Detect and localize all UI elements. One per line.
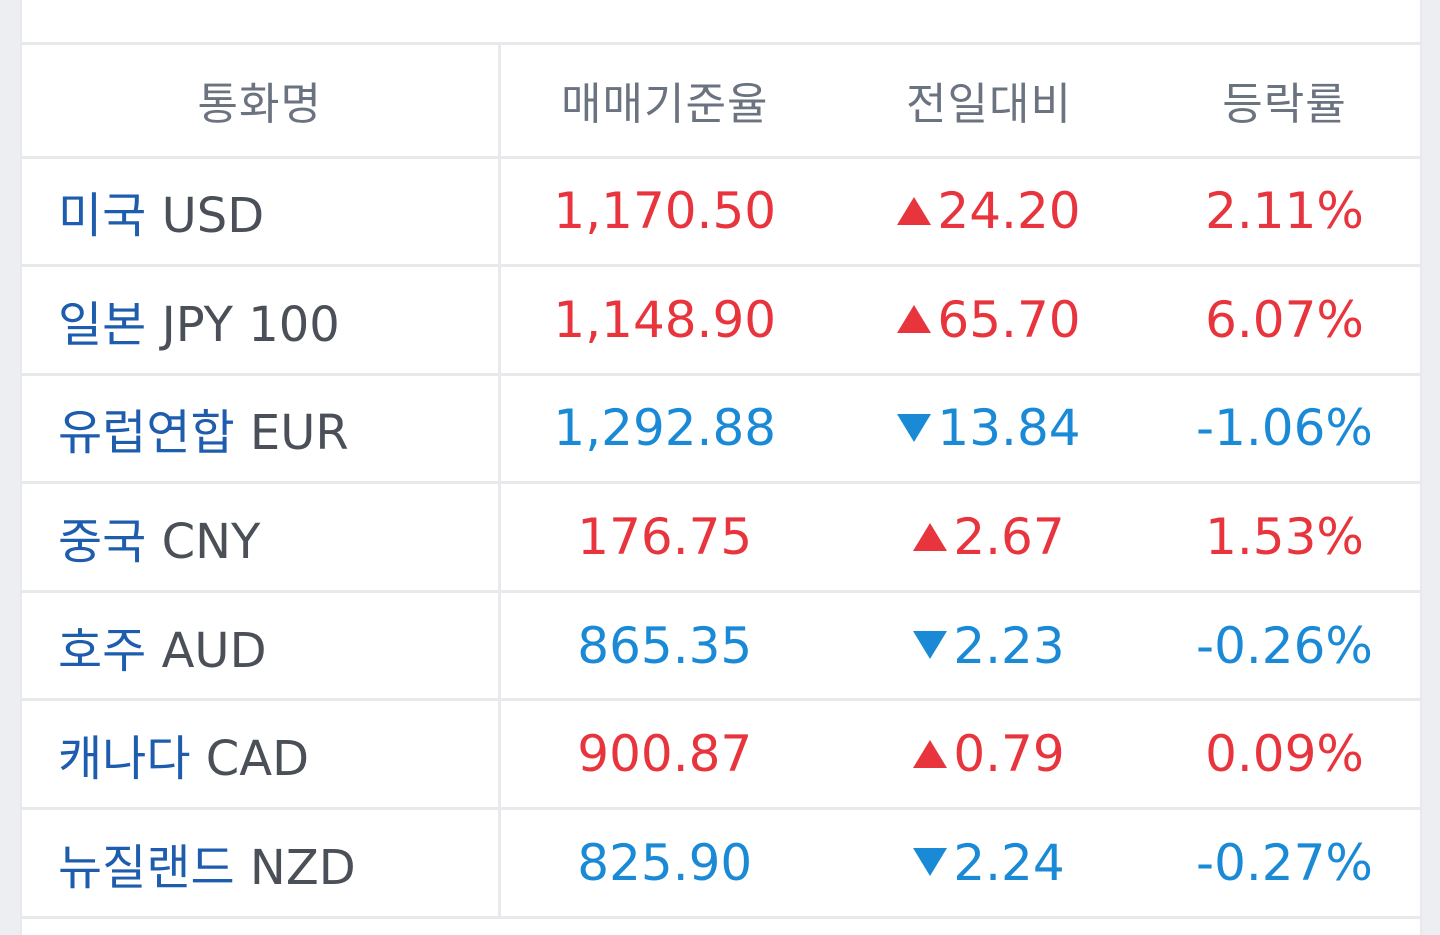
triangle-up-icon bbox=[897, 196, 932, 225]
header-base-rate: 매매기준율 bbox=[499, 45, 829, 159]
currency-name-kr: 캐나다 bbox=[58, 731, 191, 788]
change-cell: 0.79 bbox=[829, 699, 1149, 811]
currency-code: USD bbox=[161, 188, 265, 245]
currency-name-cell[interactable]: 캐나다 CAD bbox=[22, 699, 501, 811]
currency-name-kr: 일본 bbox=[58, 296, 147, 353]
change-value: 24.20 bbox=[937, 182, 1081, 241]
triangle-down-icon bbox=[913, 848, 948, 877]
table-row[interactable]: 미국 USD 1,170.50 24.20 2.11% bbox=[22, 157, 1420, 268]
change-cell: 2.24 bbox=[829, 808, 1149, 919]
currency-name-cell[interactable]: 유럽연합 EUR bbox=[22, 374, 501, 485]
change-value: 13.84 bbox=[937, 399, 1081, 458]
top-strip bbox=[22, 0, 1420, 45]
triangle-up-icon bbox=[897, 305, 932, 334]
table-row[interactable]: 호주 AUD 865.35 2.23 -0.26% bbox=[22, 591, 1420, 702]
change-rate-value: -0.27% bbox=[1149, 808, 1420, 919]
header-change: 전일대비 bbox=[829, 45, 1149, 159]
currency-code: AUD bbox=[161, 622, 267, 679]
change-rate-value: 0.09% bbox=[1149, 699, 1420, 811]
header-change-rate: 등락률 bbox=[1149, 45, 1420, 159]
currency-name-cell[interactable]: 호주 AUD bbox=[22, 591, 501, 702]
base-rate-value: 1,148.90 bbox=[499, 265, 829, 376]
currency-name-kr: 유럽연합 bbox=[58, 405, 235, 462]
base-rate-value: 176.75 bbox=[499, 482, 829, 593]
base-rate-value: 900.87 bbox=[499, 699, 829, 811]
change-rate-value: 1.53% bbox=[1149, 482, 1420, 593]
currency-code: NZD bbox=[249, 839, 356, 896]
triangle-down-icon bbox=[913, 631, 948, 660]
change-rate-value: -0.26% bbox=[1149, 591, 1420, 702]
currency-name-cell[interactable]: 중국 CNY bbox=[22, 482, 501, 593]
change-value: 2.23 bbox=[953, 616, 1065, 675]
currency-name-kr: 뉴질랜드 bbox=[58, 839, 235, 896]
table-row[interactable]: 캐나다 CAD 900.87 0.79 0.09% bbox=[22, 699, 1420, 811]
table-header-row: 통화명 매매기준율 전일대비 등락률 bbox=[22, 45, 1420, 159]
table-row[interactable]: 중국 CNY 176.75 2.67 1.53% bbox=[22, 482, 1420, 593]
header-currency-name: 통화명 bbox=[22, 45, 501, 159]
base-rate-value: 1,170.50 bbox=[499, 157, 829, 268]
currency-name-kr: 미국 bbox=[58, 188, 147, 245]
triangle-up-icon bbox=[913, 522, 948, 551]
base-rate-value: 865.35 bbox=[499, 591, 829, 702]
change-rate-value: 2.11% bbox=[1149, 157, 1420, 268]
change-value: 2.67 bbox=[953, 508, 1065, 567]
change-cell: 2.23 bbox=[829, 591, 1149, 702]
triangle-up-icon bbox=[913, 739, 948, 768]
currency-name-kr: 중국 bbox=[58, 514, 147, 571]
change-value: 0.79 bbox=[953, 725, 1065, 784]
currency-code: CNY bbox=[161, 514, 261, 571]
change-cell: 65.70 bbox=[829, 265, 1149, 376]
change-cell: 13.84 bbox=[829, 374, 1149, 485]
change-cell: 24.20 bbox=[829, 157, 1149, 268]
triangle-down-icon bbox=[897, 413, 932, 442]
exchange-rate-panel: 통화명 매매기준율 전일대비 등락률 미국 USD 1,170.50 24.20 2.… bbox=[20, 0, 1422, 935]
currency-name-kr: 호주 bbox=[58, 622, 147, 679]
table-row[interactable]: 유럽연합 EUR 1,292.88 13.84 -1.06% bbox=[22, 374, 1420, 485]
currency-name-cell[interactable]: 뉴질랜드 NZD bbox=[22, 808, 501, 919]
base-rate-value: 1,292.88 bbox=[499, 374, 829, 485]
change-rate-value: 6.07% bbox=[1149, 265, 1420, 376]
currency-code: CAD bbox=[205, 731, 310, 788]
table-row[interactable]: 뉴질랜드 NZD 825.90 2.24 -0.27% bbox=[22, 808, 1420, 919]
currency-code: EUR bbox=[249, 405, 349, 462]
exchange-rate-table: 통화명 매매기준율 전일대비 등락률 미국 USD 1,170.50 24.20 2.… bbox=[22, 45, 1420, 919]
change-cell: 2.67 bbox=[829, 482, 1149, 593]
currency-code: JPY 100 bbox=[161, 296, 340, 353]
currency-name-cell[interactable]: 일본 JPY 100 bbox=[22, 265, 501, 376]
change-value: 2.24 bbox=[953, 833, 1065, 892]
change-rate-value: -1.06% bbox=[1149, 374, 1420, 485]
change-value: 65.70 bbox=[937, 290, 1081, 349]
currency-name-cell[interactable]: 미국 USD bbox=[22, 157, 501, 268]
base-rate-value: 825.90 bbox=[499, 808, 829, 919]
table-row[interactable]: 일본 JPY 100 1,148.90 65.70 6.07% bbox=[22, 265, 1420, 376]
